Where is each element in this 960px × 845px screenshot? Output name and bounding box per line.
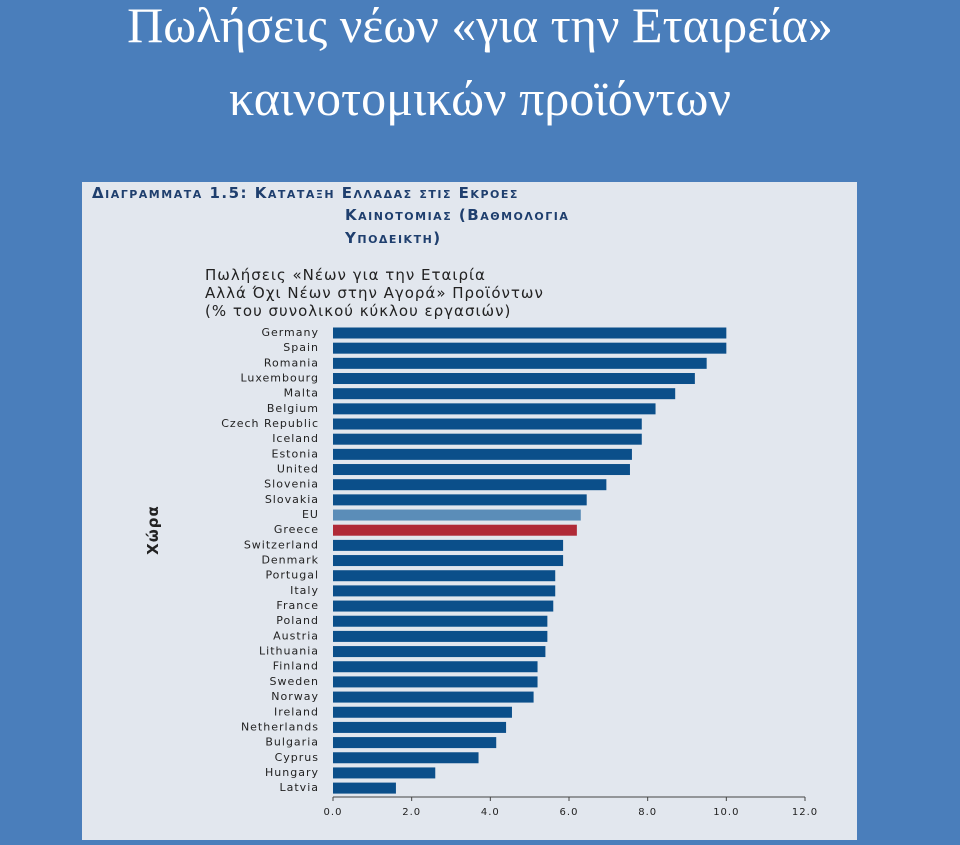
x-tick-label: 8.0 <box>638 807 657 818</box>
bar <box>333 464 630 476</box>
bar <box>333 342 727 354</box>
y-tick-label: United <box>277 463 319 476</box>
y-tick-label: Lithuania <box>259 645 319 658</box>
y-tick-label: Norway <box>271 690 319 703</box>
bar <box>333 373 695 385</box>
bar <box>333 524 577 536</box>
bar <box>333 706 512 718</box>
y-tick-label: Slovakia <box>265 493 319 506</box>
x-tick-label: 10.0 <box>713 807 739 818</box>
y-tick-label: Switzerland <box>244 538 319 551</box>
chart-title: Πωλήσεις «Νέων για την Εταιρία <box>205 266 486 284</box>
plot: 0.0 2.0 4.0 6.0 8.0 10.0 12.0 Germany Spain Roman… <box>221 326 818 818</box>
bar <box>333 661 538 673</box>
chart-title: (% του συνολικού κύκλου εργασιών) <box>205 302 511 320</box>
y-tick-label: Germany <box>261 326 319 339</box>
y-tick-label: Belgium <box>267 402 319 415</box>
y-tick-label: Italy <box>290 584 319 597</box>
bar <box>333 327 727 339</box>
x-tick-label: 12.0 <box>792 807 818 818</box>
figure-caption: Καινοτομιας (Βαθμολογια <box>345 206 569 224</box>
y-tick-label: Hungary <box>265 766 319 779</box>
x-tick-label: 6.0 <box>560 807 579 818</box>
bar <box>333 676 538 688</box>
y-axis-label: Χώρα <box>144 505 162 555</box>
bar <box>333 509 581 521</box>
bar <box>333 752 479 764</box>
y-tick-label: Ireland <box>274 705 319 718</box>
y-tick-label: Bulgaria <box>265 736 319 749</box>
y-tick-label: Spain <box>283 341 319 354</box>
bar <box>333 737 497 749</box>
slide-title: Πωλήσεις νέων «για την Εταιρεία» <box>127 0 833 53</box>
figure-caption: Διαγραμματα 1.5: Καταταξη Ελλαδας στις Ε… <box>92 184 519 202</box>
bar <box>333 539 564 551</box>
y-tick-label: Portugal <box>265 569 319 582</box>
bar <box>333 615 548 627</box>
bar <box>333 600 554 612</box>
y-tick-label: Finland <box>273 660 319 673</box>
y-tick-label: Luxembourg <box>240 372 319 385</box>
bar <box>333 479 607 491</box>
bar <box>333 570 556 582</box>
bar <box>333 767 436 779</box>
bar <box>333 357 707 369</box>
y-tick-label: Malta <box>284 387 319 400</box>
y-tick-label: Romania <box>264 356 319 369</box>
y-tick-label: Estonia <box>272 447 320 460</box>
y-tick-label: France <box>276 599 319 612</box>
x-tick-label: 0.0 <box>324 807 343 818</box>
x-tick-label: 2.0 <box>402 807 421 818</box>
bar <box>333 630 548 642</box>
bar <box>333 403 656 415</box>
bar <box>333 691 534 703</box>
bar <box>333 388 676 400</box>
bar <box>333 646 546 658</box>
bar <box>333 721 507 733</box>
bar <box>333 585 556 597</box>
y-tick-label: Netherlands <box>241 720 319 733</box>
bar <box>333 433 642 445</box>
x-tick-label: 4.0 <box>481 807 500 818</box>
bar <box>333 494 587 506</box>
y-tick-label: Sweden <box>270 675 319 688</box>
y-tick-label: Slovenia <box>264 478 319 491</box>
y-tick-label: Latvia <box>280 781 320 794</box>
y-tick-label: Denmark <box>261 554 319 567</box>
slide-title: καινοτομικών προϊόντων <box>229 70 731 126</box>
y-tick-label: Poland <box>276 614 319 627</box>
y-tick-label: Greece <box>274 523 319 536</box>
bar <box>333 782 396 794</box>
y-tick-label: Austria <box>273 629 319 642</box>
bar <box>333 448 632 460</box>
figure-caption: Υποδεικτη) <box>344 229 442 247</box>
y-tick-label: EU <box>302 508 319 521</box>
y-tick-label: Iceland <box>272 432 319 445</box>
chart-title: Αλλά Όχι Νέων στην Αγορά» Προϊόντων <box>205 284 544 302</box>
bar <box>333 555 564 567</box>
y-tick-label: Czech Republic <box>221 417 319 430</box>
bar <box>333 418 642 430</box>
y-tick-label: Cyprus <box>275 751 319 764</box>
